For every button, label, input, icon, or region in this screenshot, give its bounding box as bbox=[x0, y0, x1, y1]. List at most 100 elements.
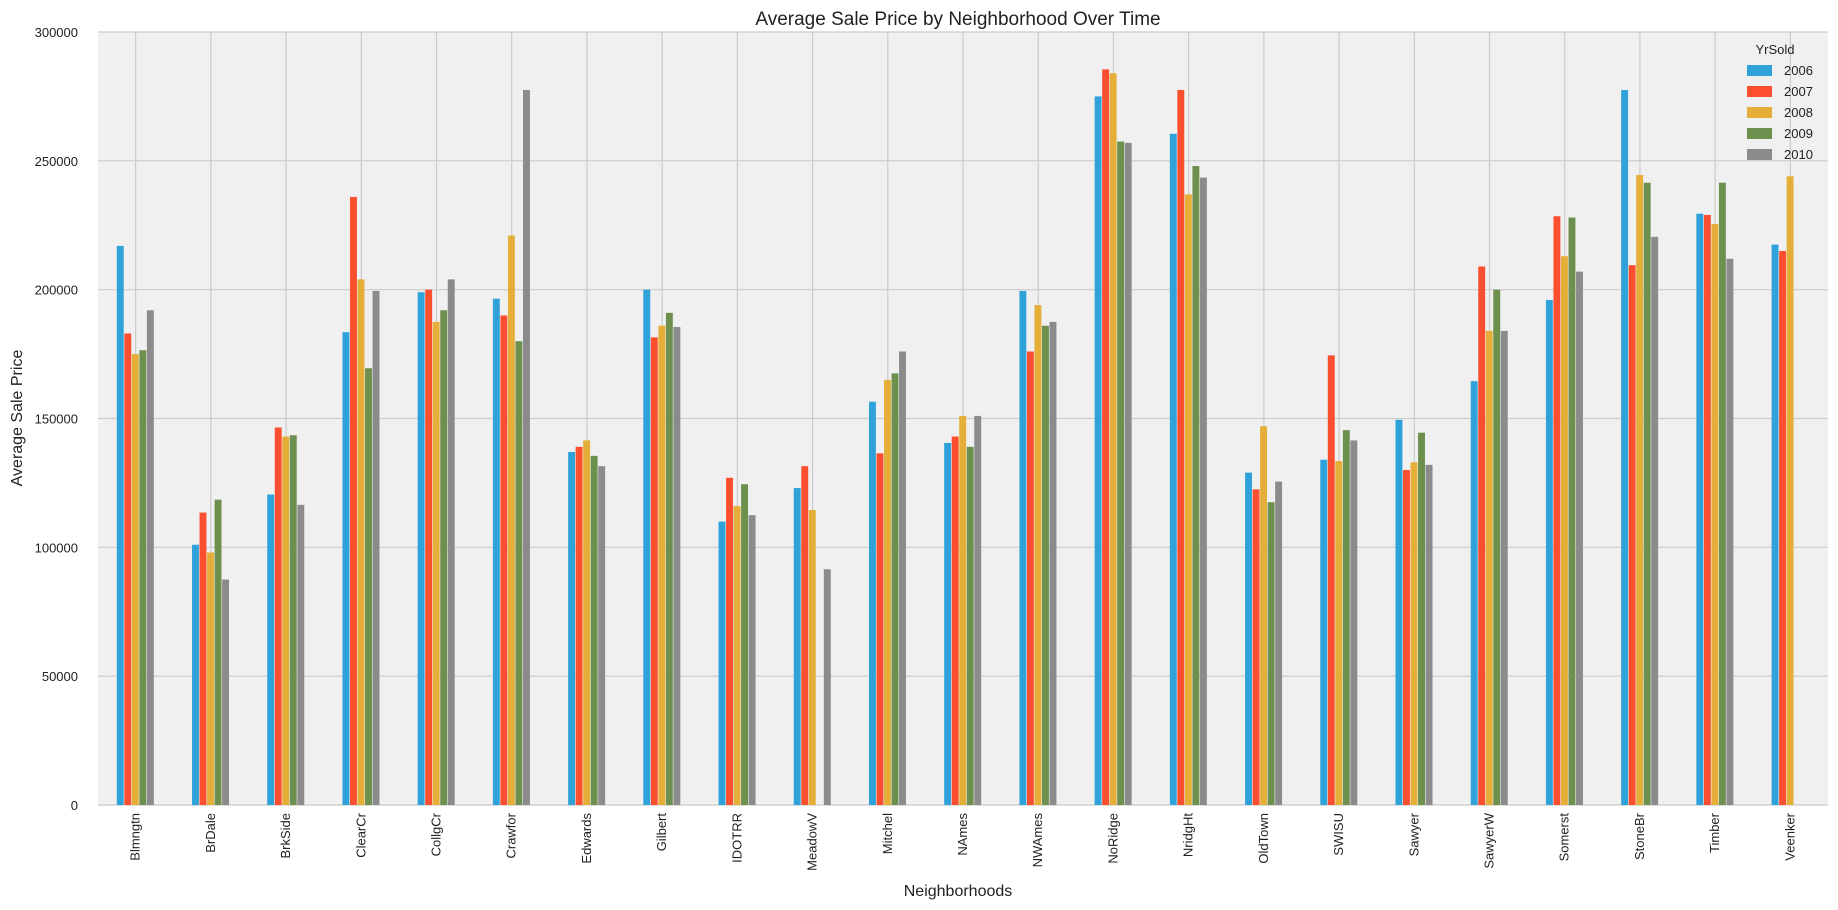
bar-2010-BrDale bbox=[222, 579, 230, 805]
bar-2008-StoneBr bbox=[1636, 175, 1644, 805]
bar-2010-BrkSide bbox=[297, 504, 305, 805]
bar-2008-Edwards bbox=[583, 440, 591, 805]
x-tick-label: Somerst bbox=[1557, 813, 1572, 862]
bar-2007-Somerst bbox=[1553, 216, 1561, 805]
bar-2006-Mitchel bbox=[868, 401, 876, 805]
bar-2009-IDOTRR bbox=[741, 484, 749, 805]
bar-2006-SawyerW bbox=[1470, 381, 1478, 805]
bar-2009-NoRidge bbox=[1117, 141, 1125, 806]
bar-2009-ClearCr bbox=[365, 368, 372, 805]
bar-2010-SawyerW bbox=[1500, 330, 1508, 805]
bar-2009-Edwards bbox=[590, 455, 598, 805]
x-tick-label: Sawyer bbox=[1406, 812, 1421, 856]
x-tick-label: NoRidge bbox=[1105, 813, 1120, 864]
bar-2008-Somerst bbox=[1560, 256, 1568, 805]
bar-2006-ClearCr bbox=[342, 332, 350, 805]
chart-title: Average Sale Price by Neighborhood Over … bbox=[755, 9, 1160, 30]
bar-2008-SWISU bbox=[1335, 461, 1343, 805]
bar-2006-Somerst bbox=[1545, 299, 1553, 805]
bar-2006-Crawfor bbox=[492, 298, 500, 805]
bar-2009-NWAmes bbox=[1041, 325, 1049, 805]
bar-2010-Mitchel bbox=[899, 351, 906, 805]
bar-2010-NAmes bbox=[974, 415, 982, 805]
y-tick-label: 300000 bbox=[35, 25, 78, 40]
bar-2007-NoRidge bbox=[1102, 69, 1110, 805]
bar-2010-CollgCr bbox=[447, 279, 455, 805]
bar-2007-NWAmes bbox=[1026, 351, 1034, 805]
x-tick-label: BrkSide bbox=[278, 813, 293, 859]
bar-2006-CollgCr bbox=[417, 292, 425, 805]
bar-2007-BrkSide bbox=[274, 427, 282, 805]
bar-2006-SWISU bbox=[1320, 459, 1328, 805]
bar-2007-SawyerW bbox=[1478, 266, 1486, 805]
legend-label-2007: 2007 bbox=[1784, 84, 1813, 99]
legend-label-2010: 2010 bbox=[1784, 147, 1813, 162]
bar-2010-Crawfor bbox=[522, 89, 530, 806]
bar-2009-Somerst bbox=[1568, 217, 1576, 805]
bar-2008-Mitchel bbox=[884, 379, 891, 805]
bar-2007-Gilbert bbox=[650, 337, 658, 805]
legend-title: YrSold bbox=[1755, 42, 1794, 57]
bar-2006-Timber bbox=[1696, 213, 1704, 805]
y-tick-label: 50000 bbox=[42, 669, 78, 684]
bar-2007-StoneBr bbox=[1628, 265, 1636, 805]
bar-2007-SWISU bbox=[1327, 355, 1335, 805]
ticks-layer: 0 50000 100000 150000 200000 250000 300000 Blmn… bbox=[35, 25, 1798, 871]
bar-2010-Timber bbox=[1726, 258, 1734, 805]
y-tick-label: 100000 bbox=[35, 540, 78, 555]
bar-2006-MeadowV bbox=[793, 488, 801, 805]
x-axis-label: Neighborhoods bbox=[904, 883, 1013, 900]
bar-2008-NAmes bbox=[959, 415, 967, 805]
bar-2007-ClearCr bbox=[349, 196, 357, 805]
bar-2006-Blmngtn bbox=[116, 245, 124, 805]
x-tick-label: Blmngtn bbox=[128, 813, 143, 861]
bar-2007-OldTown bbox=[1252, 489, 1260, 805]
bar-2010-NWAmes bbox=[1049, 321, 1057, 805]
bar-2008-BrDale bbox=[207, 552, 214, 805]
bar-2009-NAmes bbox=[966, 446, 974, 805]
bar-2006-BrDale bbox=[192, 544, 199, 805]
bar-2009-NridgHt bbox=[1192, 165, 1200, 805]
bar-2009-Timber bbox=[1718, 182, 1726, 806]
bar-2010-Edwards bbox=[598, 466, 606, 805]
legend-label-2008: 2008 bbox=[1784, 105, 1813, 120]
bar-2009-OldTown bbox=[1267, 502, 1275, 805]
bar-2006-Gilbert bbox=[643, 289, 651, 806]
bar-2009-Mitchel bbox=[891, 373, 899, 805]
bar-2009-Crawfor bbox=[515, 341, 523, 805]
bar-2008-Gilbert bbox=[658, 325, 666, 805]
bar-2006-OldTown bbox=[1245, 472, 1252, 805]
bar-2007-Veenker bbox=[1779, 251, 1787, 805]
x-tick-label: Veenker bbox=[1782, 812, 1797, 860]
bar-2007-CollgCr bbox=[425, 289, 433, 806]
x-tick-label: SawyerW bbox=[1482, 812, 1497, 868]
x-tick-label: Timber bbox=[1707, 812, 1722, 853]
bar-2010-NoRidge bbox=[1124, 142, 1132, 806]
bar-2009-BrDale bbox=[214, 499, 222, 805]
y-axis-label: Average Sale Price bbox=[9, 350, 26, 487]
bar-2007-Sawyer bbox=[1403, 470, 1410, 805]
bar-2010-MeadowV bbox=[823, 569, 831, 805]
y-tick-label: 0 bbox=[71, 798, 78, 813]
legend-swatch-2006 bbox=[1747, 65, 1772, 76]
bars-layer bbox=[116, 69, 1794, 806]
bar-2008-IDOTRR bbox=[733, 506, 741, 805]
bar-2010-ClearCr bbox=[372, 290, 380, 806]
x-tick-label: NAmes bbox=[955, 813, 970, 856]
bar-2009-BrkSide bbox=[289, 435, 297, 805]
bar-2008-NoRidge bbox=[1109, 73, 1117, 805]
bar-2009-StoneBr bbox=[1643, 182, 1651, 806]
bar-2006-Edwards bbox=[568, 451, 576, 805]
bar-2006-BrkSide bbox=[267, 494, 275, 805]
bar-2008-MeadowV bbox=[808, 509, 816, 805]
bar-2010-SWISU bbox=[1350, 440, 1358, 805]
bar-2006-Sawyer bbox=[1395, 419, 1403, 805]
bar-2009-CollgCr bbox=[440, 310, 448, 805]
x-tick-label: MeadowV bbox=[805, 813, 820, 871]
x-tick-label: Crawfor bbox=[504, 812, 519, 858]
x-tick-label: Gilbert bbox=[654, 813, 669, 852]
bar-2008-Crawfor bbox=[507, 235, 515, 806]
bar-2008-SawyerW bbox=[1485, 330, 1493, 805]
bar-2009-Sawyer bbox=[1418, 432, 1425, 805]
